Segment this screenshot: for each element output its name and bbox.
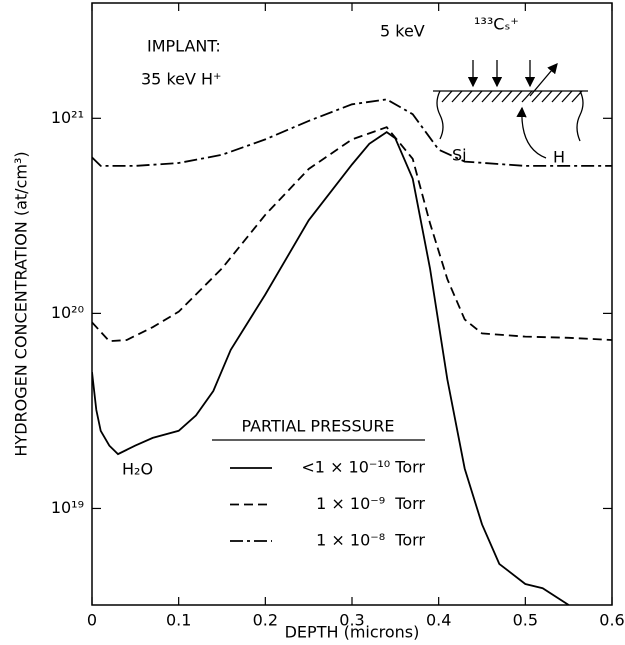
annotation: 35 keV H⁺ [141, 70, 222, 89]
annotation: ¹³³Cₛ⁺ [474, 15, 519, 34]
legend-label: 1 × 10⁻⁸ Torr [316, 531, 425, 550]
y-tick-label: 10¹⁹ [51, 498, 84, 517]
x-tick-label: 0.4 [426, 611, 451, 630]
x-tick-label: 0 [87, 611, 97, 630]
series-line [92, 98, 612, 167]
x-tick-label: 0.3 [339, 611, 364, 630]
x-axis-label: DEPTH (microns) [285, 623, 420, 642]
y-axis-label: HYDROGEN CONCENTRATION (at/cm³) [12, 151, 31, 456]
legend-title: PARTIAL PRESSURE [241, 417, 394, 436]
inset-diagram [433, 60, 588, 159]
x-tick-label: 0.6 [599, 611, 624, 630]
plot-frame [91, 2, 613, 606]
annotation: IMPLANT: [147, 37, 221, 56]
legend-label: <1 × 10⁻¹⁰ Torr [301, 458, 425, 477]
x-tick-label: 0.2 [253, 611, 278, 630]
annotation: H [553, 148, 565, 167]
y-tick-label: 10²⁰ [51, 303, 84, 322]
series-line [92, 126, 612, 343]
annotation: Si [452, 146, 467, 165]
y-tick-label: 10²¹ [51, 108, 84, 127]
legend-label: 1 × 10⁻⁹ Torr [316, 494, 425, 513]
x-tick-label: 0.5 [513, 611, 538, 630]
annotation: H₂O [122, 460, 153, 479]
x-tick-label: 0.1 [166, 611, 191, 630]
annotation: 5 keV [380, 22, 425, 41]
series-line [92, 131, 570, 605]
plot-lines [92, 98, 612, 605]
